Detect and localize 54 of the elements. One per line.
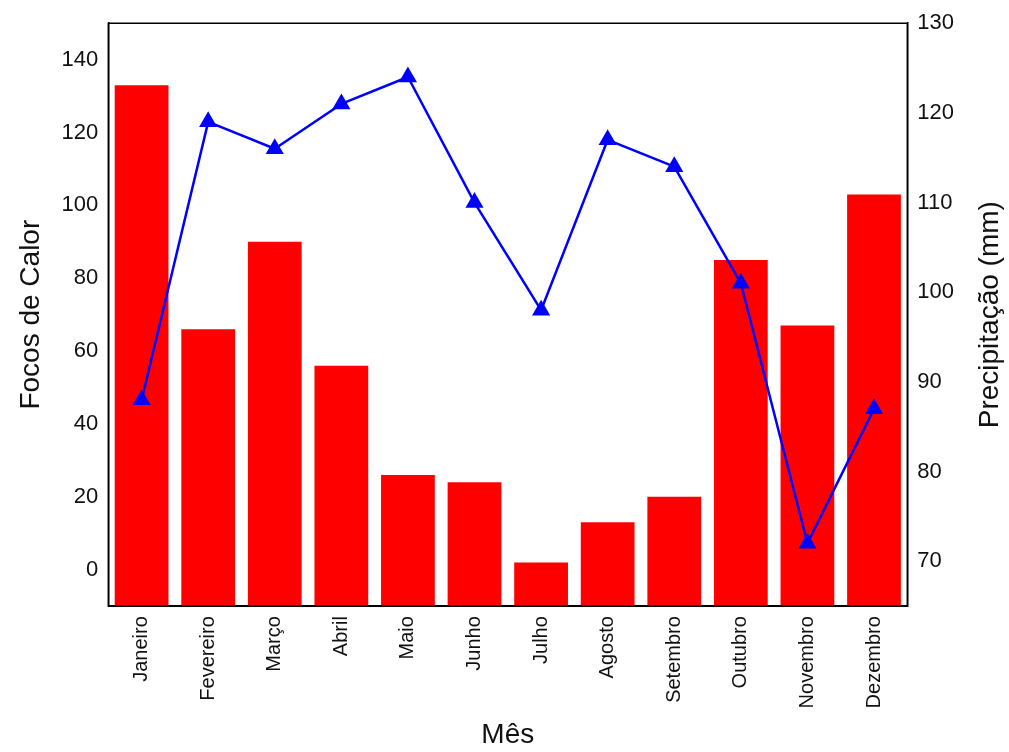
bar [780,325,835,607]
x-axis-title: Mês [481,717,535,749]
bar [114,85,169,607]
y-tick-label: 40 [73,410,99,436]
x-tick-label: Janeiro [129,616,152,682]
y2-tick-label: 110 [917,188,953,214]
x-tick-label: Novembro [794,616,817,709]
bar [580,522,635,607]
bar [181,329,236,607]
bar [514,562,568,607]
y2-tick-label: 70 [917,547,942,573]
y-tick-label: 140 [61,45,99,71]
point [732,274,750,289]
y2-tick-label: 100 [917,278,955,304]
bar [247,241,302,607]
x-tick-label: Maio [395,616,418,660]
y-tick-label: 80 [73,264,99,290]
point [200,112,217,128]
point [666,157,683,172]
point [799,534,816,549]
point [599,130,616,146]
y-tick-label: 20 [73,482,99,508]
y2-tick-label: 120 [917,98,955,124]
bar [381,474,435,607]
bar [447,482,502,607]
x-tick-label: Agosto [595,616,618,679]
bar [847,194,901,607]
y2-tick-label: 130 [917,9,955,35]
y-tick-label: 60 [73,337,99,363]
bar [314,365,369,607]
y2-tick-label: 90 [917,368,942,393]
y2-axis-title: Precipitação (mm) [972,201,1004,429]
y-tick-label: 100 [61,191,99,217]
y-tick-label: 120 [61,118,99,144]
y2-tick-label: 80 [917,457,942,483]
y-tick-label: 0 [86,555,99,581]
x-tick-label: Fevereiro [195,616,218,701]
x-tick-label: Junho [462,616,485,671]
point [133,390,150,406]
x-tick-label: Abril [328,616,351,657]
point [399,67,417,83]
point [865,399,883,415]
x-tick-label: Março [262,616,285,672]
point [266,139,283,155]
x-tick-label: Outubro [728,616,751,689]
point [466,193,483,208]
point [333,94,350,110]
x-tick-label: Dezembro [861,616,884,709]
bar [647,496,702,607]
y-axis-title: Focos de Calor [13,219,45,410]
point [532,300,550,316]
x-tick-label: Julho [528,616,551,664]
x-tick-label: Setembro [661,616,684,703]
bar [713,260,768,607]
